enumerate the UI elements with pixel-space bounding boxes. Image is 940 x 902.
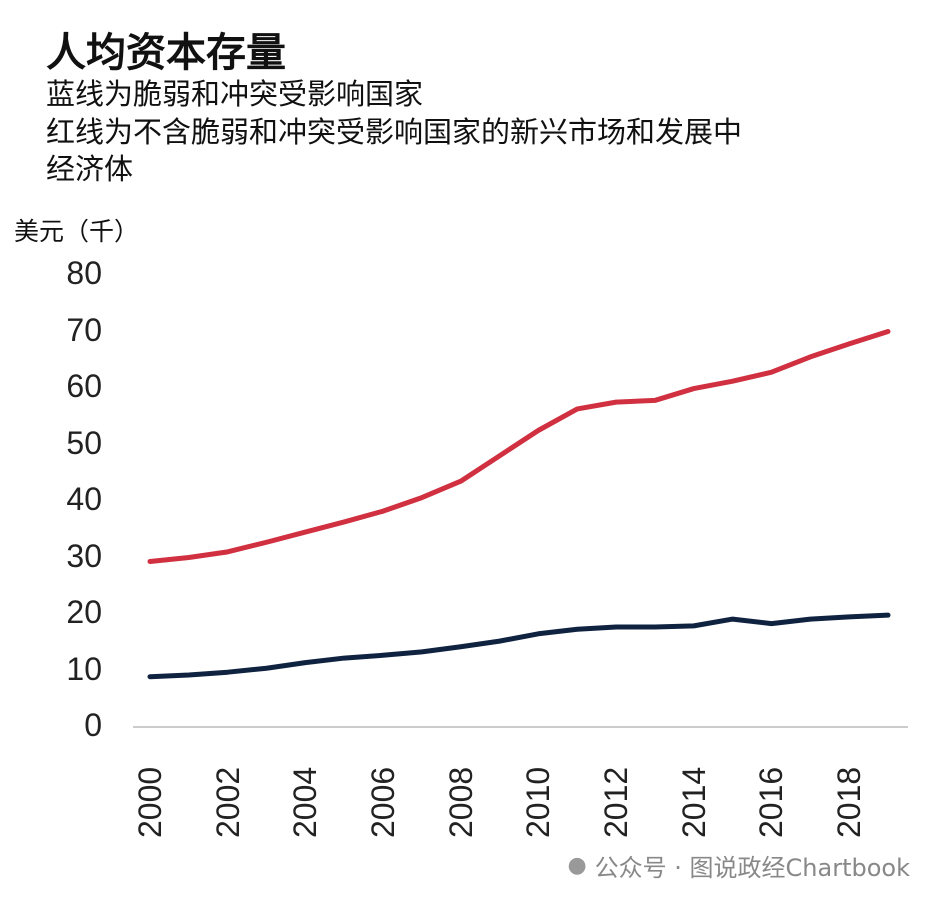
y-tick-label: 0 — [84, 707, 102, 743]
y-axis-label: 美元（千） — [14, 217, 140, 246]
watermark-text: 公众号 · 图说政经Chartbook — [594, 854, 910, 882]
x-tick-label: 2008 — [442, 766, 479, 838]
subtitle-line-2: 红线为不含脆弱和冲突受影响国家的新兴市场和发展中 — [46, 115, 743, 149]
x-tick-label: 2006 — [365, 766, 402, 838]
y-tick-label: 10 — [66, 650, 102, 687]
wechat-icon: ● — [567, 853, 587, 878]
subtitle-line-3: 经济体 — [46, 152, 134, 186]
x-tick-label: 2012 — [598, 766, 635, 838]
y-tick-label: 80 — [66, 255, 102, 291]
series-line-emde-excl-fragile — [147, 329, 891, 564]
x-tick-label: 2016 — [753, 766, 790, 838]
x-tick-label: 2010 — [520, 766, 557, 838]
y-tick-label: 40 — [66, 481, 102, 517]
y-tick-label: 30 — [66, 537, 102, 574]
y-tick-label: 20 — [66, 594, 102, 630]
chart-title: 人均资本存量 — [46, 30, 286, 76]
series-line-fragile-states — [147, 612, 891, 680]
x-tick-label: 2004 — [287, 766, 324, 838]
y-tick-label: 60 — [66, 368, 102, 404]
y-tick-label: 50 — [66, 424, 102, 461]
x-tick-label: 2002 — [209, 766, 246, 838]
x-tick-label: 2018 — [831, 766, 868, 838]
y-tick-label: 70 — [66, 311, 102, 348]
x-tick-label: 2000 — [132, 766, 168, 838]
x-tick-label: 2014 — [675, 766, 712, 838]
subtitle-line-1: 蓝线为脆弱和冲突受影响国家 — [46, 77, 424, 111]
watermark: ● 公众号 · 图说政经Chartbook — [567, 848, 910, 883]
